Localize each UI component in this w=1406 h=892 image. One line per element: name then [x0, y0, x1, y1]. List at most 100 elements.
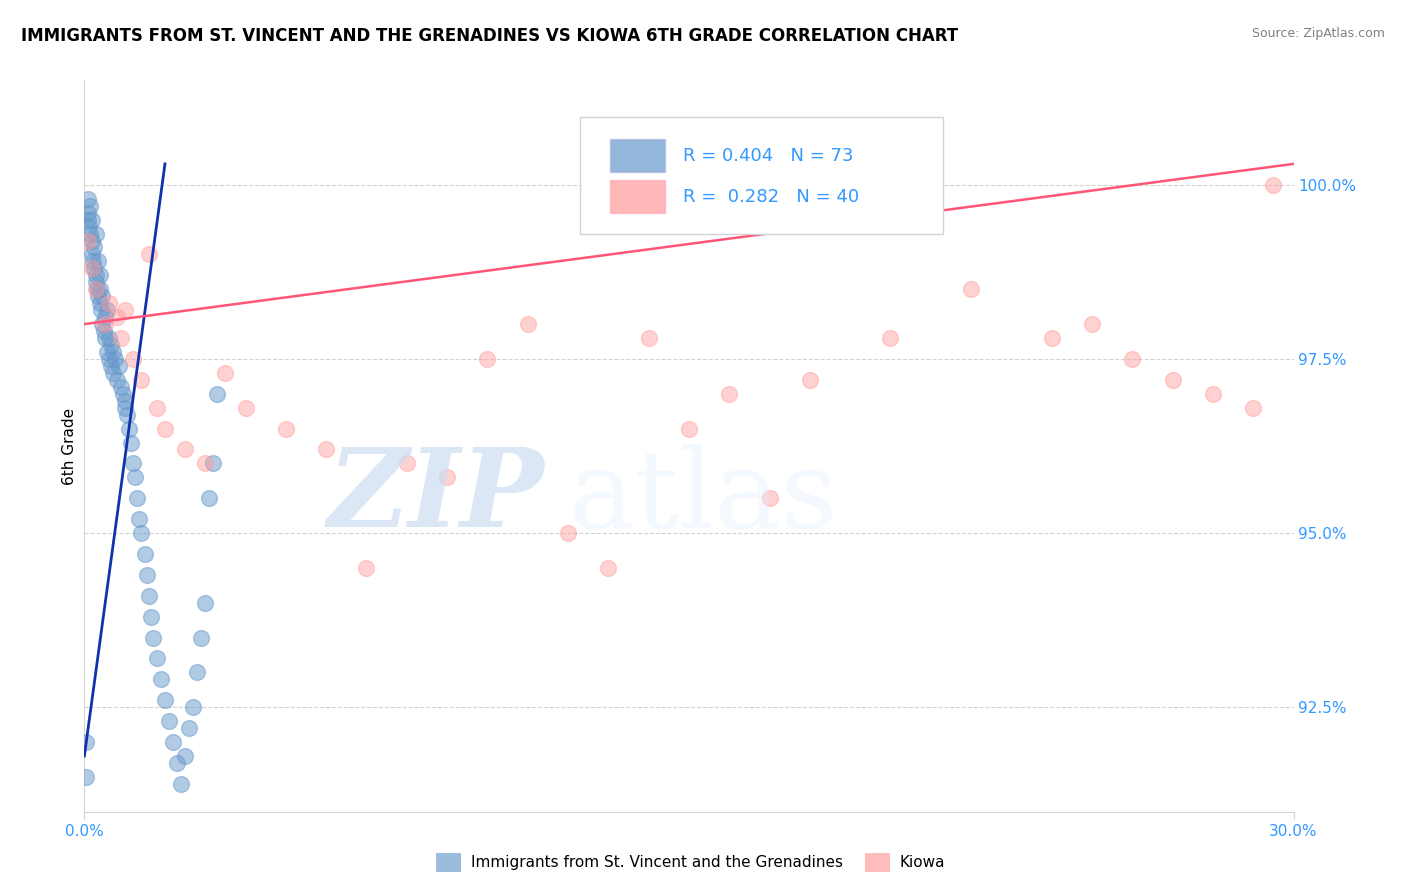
- Point: [86, 282, 108, 296]
- Point: [356, 561, 378, 575]
- Point: [214, 366, 236, 380]
- Point: [1121, 351, 1143, 366]
- Point: [395, 457, 418, 471]
- Point: [110, 331, 132, 345]
- Point: [86, 275, 108, 289]
- Point: [1202, 386, 1225, 401]
- Point: [96, 303, 118, 318]
- Point: [77, 234, 100, 248]
- Text: IMMIGRANTS FROM ST. VINCENT AND THE GRENADINES VS KIOWA 6TH GRADE CORRELATION CH: IMMIGRANTS FROM ST. VINCENT AND THE GREN…: [21, 27, 959, 45]
- Point: [598, 561, 620, 575]
- Point: [174, 749, 197, 764]
- Point: [125, 491, 148, 506]
- Point: [129, 526, 152, 541]
- Point: [186, 665, 208, 680]
- Point: [86, 268, 108, 283]
- Point: [153, 421, 176, 435]
- Point: [114, 303, 136, 318]
- Point: [86, 282, 108, 296]
- Point: [101, 366, 124, 380]
- Point: [114, 393, 136, 408]
- Point: [76, 192, 98, 206]
- Point: [960, 282, 983, 296]
- Point: [110, 380, 132, 394]
- Point: [77, 219, 100, 234]
- Point: [198, 491, 221, 506]
- Point: [1081, 317, 1104, 331]
- Point: [89, 282, 111, 296]
- Point: [75, 770, 97, 784]
- Text: Source: ZipAtlas.com: Source: ZipAtlas.com: [1251, 27, 1385, 40]
- Point: [80, 247, 103, 261]
- Point: [91, 289, 114, 303]
- Point: [121, 457, 143, 471]
- Text: Kiowa: Kiowa: [900, 855, 945, 870]
- Point: [207, 386, 229, 401]
- Point: [557, 526, 579, 541]
- Point: [93, 324, 115, 338]
- Point: [1241, 401, 1264, 415]
- Point: [678, 421, 700, 435]
- Point: [115, 408, 138, 422]
- Point: [134, 547, 156, 561]
- Point: [120, 435, 142, 450]
- Point: [77, 212, 100, 227]
- Point: [879, 331, 901, 345]
- Point: [179, 721, 201, 735]
- Point: [1263, 178, 1285, 192]
- Point: [89, 268, 111, 283]
- Point: [157, 714, 180, 728]
- Point: [174, 442, 197, 457]
- Point: [97, 331, 120, 345]
- Point: [82, 254, 104, 268]
- Point: [153, 693, 176, 707]
- Point: [82, 234, 104, 248]
- Point: [97, 296, 120, 310]
- Point: [100, 359, 122, 373]
- Point: [89, 296, 111, 310]
- Point: [194, 457, 217, 471]
- Point: [181, 700, 204, 714]
- Text: R = 0.404   N = 73: R = 0.404 N = 73: [683, 146, 853, 165]
- Point: [142, 631, 165, 645]
- Point: [146, 401, 169, 415]
- Point: [138, 247, 160, 261]
- Point: [105, 373, 128, 387]
- Point: [77, 205, 100, 219]
- Point: [83, 261, 105, 276]
- Point: [107, 359, 129, 373]
- Point: [149, 673, 172, 687]
- Point: [162, 735, 184, 749]
- Point: [166, 756, 188, 770]
- Point: [128, 512, 150, 526]
- Point: [194, 596, 217, 610]
- Bar: [610, 180, 665, 213]
- Point: [170, 777, 193, 791]
- Point: [96, 345, 118, 359]
- Point: [93, 331, 115, 345]
- Point: [87, 289, 110, 303]
- Point: [97, 351, 120, 366]
- Point: [104, 351, 127, 366]
- Point: [82, 212, 104, 227]
- Point: [718, 386, 741, 401]
- Point: [516, 317, 538, 331]
- Point: [637, 331, 659, 345]
- Point: [436, 470, 458, 484]
- Point: [100, 338, 122, 352]
- Point: [138, 589, 160, 603]
- Text: R =  0.282   N = 40: R = 0.282 N = 40: [683, 188, 859, 206]
- Point: [139, 609, 162, 624]
- Point: [758, 491, 780, 506]
- Point: [105, 310, 128, 325]
- Point: [477, 351, 499, 366]
- Point: [83, 240, 105, 254]
- FancyBboxPatch shape: [581, 117, 943, 234]
- Point: [315, 442, 337, 457]
- Point: [87, 254, 110, 268]
- Point: [93, 317, 115, 331]
- Point: [121, 351, 143, 366]
- Y-axis label: 6th Grade: 6th Grade: [62, 408, 77, 484]
- Point: [84, 227, 107, 241]
- Point: [75, 735, 97, 749]
